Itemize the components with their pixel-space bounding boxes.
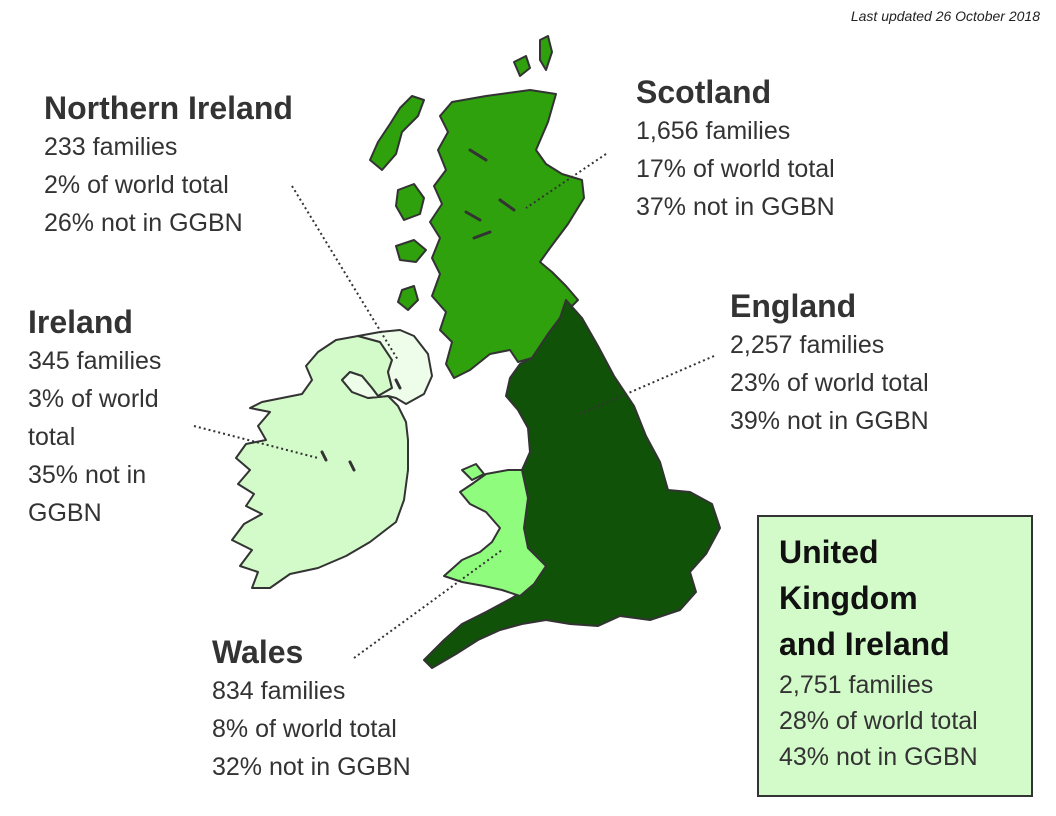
region-share-1: 3% of world	[28, 385, 159, 413]
summary-name-3: and Ireland	[779, 626, 950, 662]
region-name: Ireland	[28, 304, 133, 340]
leader-lines	[193, 153, 715, 659]
label-scotland: Scotland 1,656 families 17% of world tot…	[636, 72, 835, 226]
island-shetland	[539, 35, 553, 71]
region-scotland[interactable]	[429, 89, 585, 379]
region-northern-ireland[interactable]	[341, 329, 433, 405]
region-england[interactable]	[423, 299, 721, 669]
region-families: 233 families	[44, 133, 178, 161]
region-share: 2% of world total	[44, 171, 229, 199]
last-updated-note: Last updated 26 October 2018	[850, 8, 1040, 24]
leader-line-scotland	[525, 153, 607, 209]
island-islay	[397, 285, 419, 311]
lake-marks	[320, 148, 516, 472]
region-families: 1,656 families	[636, 117, 791, 145]
region-name: Northern Ireland	[44, 90, 293, 126]
region-families: 345 families	[28, 347, 162, 375]
region-not-in-ggbn: 32% not in GGBN	[212, 753, 411, 781]
summary-share: 28% of world total	[779, 707, 978, 735]
summary-name-2: Kingdom	[779, 580, 918, 616]
label-ireland: Ireland 345 families 3% of world total 3…	[28, 302, 161, 532]
leader-line-wales	[353, 549, 503, 659]
leader-line-england	[579, 355, 715, 415]
leader-line-northern-ireland	[291, 185, 399, 361]
region-share-2: total	[28, 423, 76, 451]
island-anglesey	[461, 463, 485, 481]
summary-not-in-ggbn: 43% not in GGBN	[779, 743, 978, 771]
region-ireland[interactable]	[231, 335, 409, 589]
region-not-in-ggbn-2: GGBN	[28, 499, 102, 527]
region-share: 23% of world total	[730, 369, 929, 397]
region-not-in-ggbn-1: 35% not in	[28, 461, 147, 489]
region-not-in-ggbn: 39% not in GGBN	[730, 407, 929, 435]
summary-name-1: United	[779, 534, 879, 570]
region-families: 834 families	[212, 677, 346, 705]
island-orkney	[513, 55, 531, 77]
region-not-in-ggbn: 37% not in GGBN	[636, 193, 835, 221]
region-name: England	[730, 288, 857, 324]
region-share: 8% of world total	[212, 715, 397, 743]
region-families: 2,257 families	[730, 331, 885, 359]
island-mull	[395, 239, 427, 263]
label-england: England 2,257 families 23% of world tota…	[730, 286, 929, 440]
island-lewis	[369, 95, 425, 171]
label-northern-ireland: Northern Ireland 233 families 2% of worl…	[44, 88, 293, 242]
region-share: 17% of world total	[636, 155, 835, 183]
island-skye	[395, 183, 425, 221]
label-wales: Wales 834 families 8% of world total 32%…	[212, 632, 411, 786]
region-wales[interactable]	[443, 469, 547, 597]
summary-families: 2,751 families	[779, 671, 934, 699]
region-name: Wales	[212, 634, 304, 670]
region-not-in-ggbn: 26% not in GGBN	[44, 209, 243, 237]
leader-line-ireland	[193, 425, 319, 459]
summary-box-uk-ireland: United Kingdom and Ireland 2,751 familie…	[757, 515, 1033, 797]
region-name: Scotland	[636, 74, 772, 110]
